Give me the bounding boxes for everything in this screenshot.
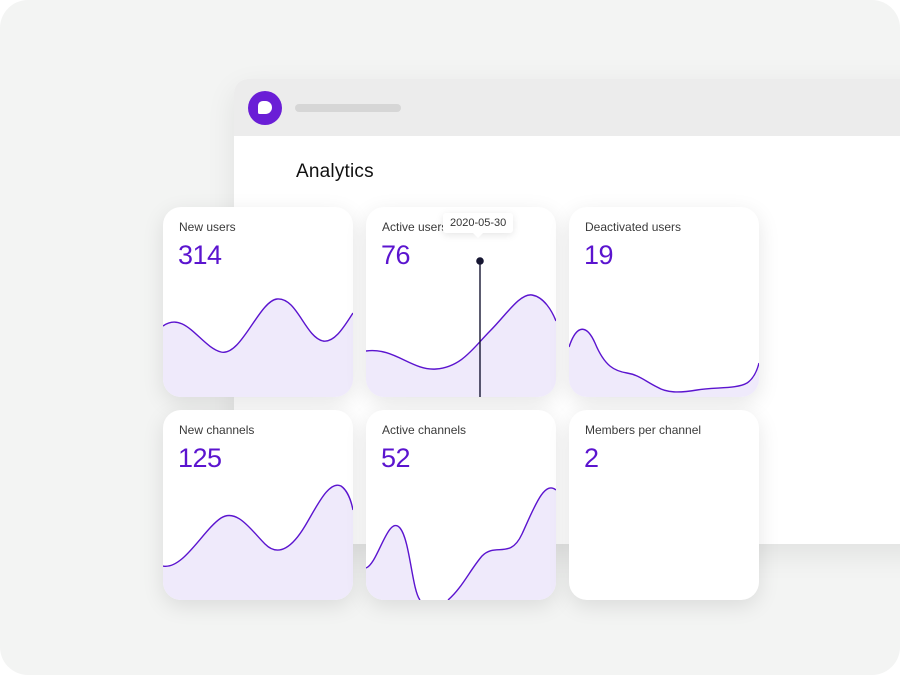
card-value: 125 <box>178 443 222 473</box>
card-members-per-channel[interactable]: Members per channel 2 <box>569 410 759 600</box>
page-title: Analytics <box>296 161 374 182</box>
card-active-users[interactable]: Active users 76 2020-05-30 <box>366 207 556 397</box>
card-label: New users <box>179 220 236 234</box>
card-value: 314 <box>178 240 222 270</box>
card-value: 19 <box>584 240 614 270</box>
card-value: 76 <box>381 240 411 270</box>
sparkline-chart <box>163 484 353 600</box>
card-value: 2 <box>584 443 599 473</box>
card-new-users[interactable]: New users 314 <box>163 207 353 397</box>
address-bar-placeholder[interactable] <box>295 104 401 112</box>
card-label: Active channels <box>382 423 467 437</box>
card-label: Active users <box>382 220 448 234</box>
card-label: Deactivated users <box>585 220 682 234</box>
card-active-channels[interactable]: Active channels 52 <box>366 410 556 600</box>
window-title-bar <box>234 79 900 136</box>
hover-point <box>476 257 484 265</box>
sparkline-chart <box>569 328 759 397</box>
card-label: Members per channel <box>585 423 702 437</box>
card-label: New channels <box>179 423 255 437</box>
card-deactivated-users[interactable]: Deactivated users 19 <box>569 207 759 397</box>
card-value: 52 <box>381 443 411 473</box>
sparkline-chart <box>366 487 556 600</box>
sparkline-chart <box>366 257 556 397</box>
date-tooltip: 2020-05-30 <box>443 213 514 238</box>
card-new-channels[interactable]: New channels 125 <box>163 410 353 600</box>
app-logo[interactable] <box>248 91 282 125</box>
logo-mark-icon <box>258 101 272 114</box>
sparkline-chart <box>163 298 353 397</box>
